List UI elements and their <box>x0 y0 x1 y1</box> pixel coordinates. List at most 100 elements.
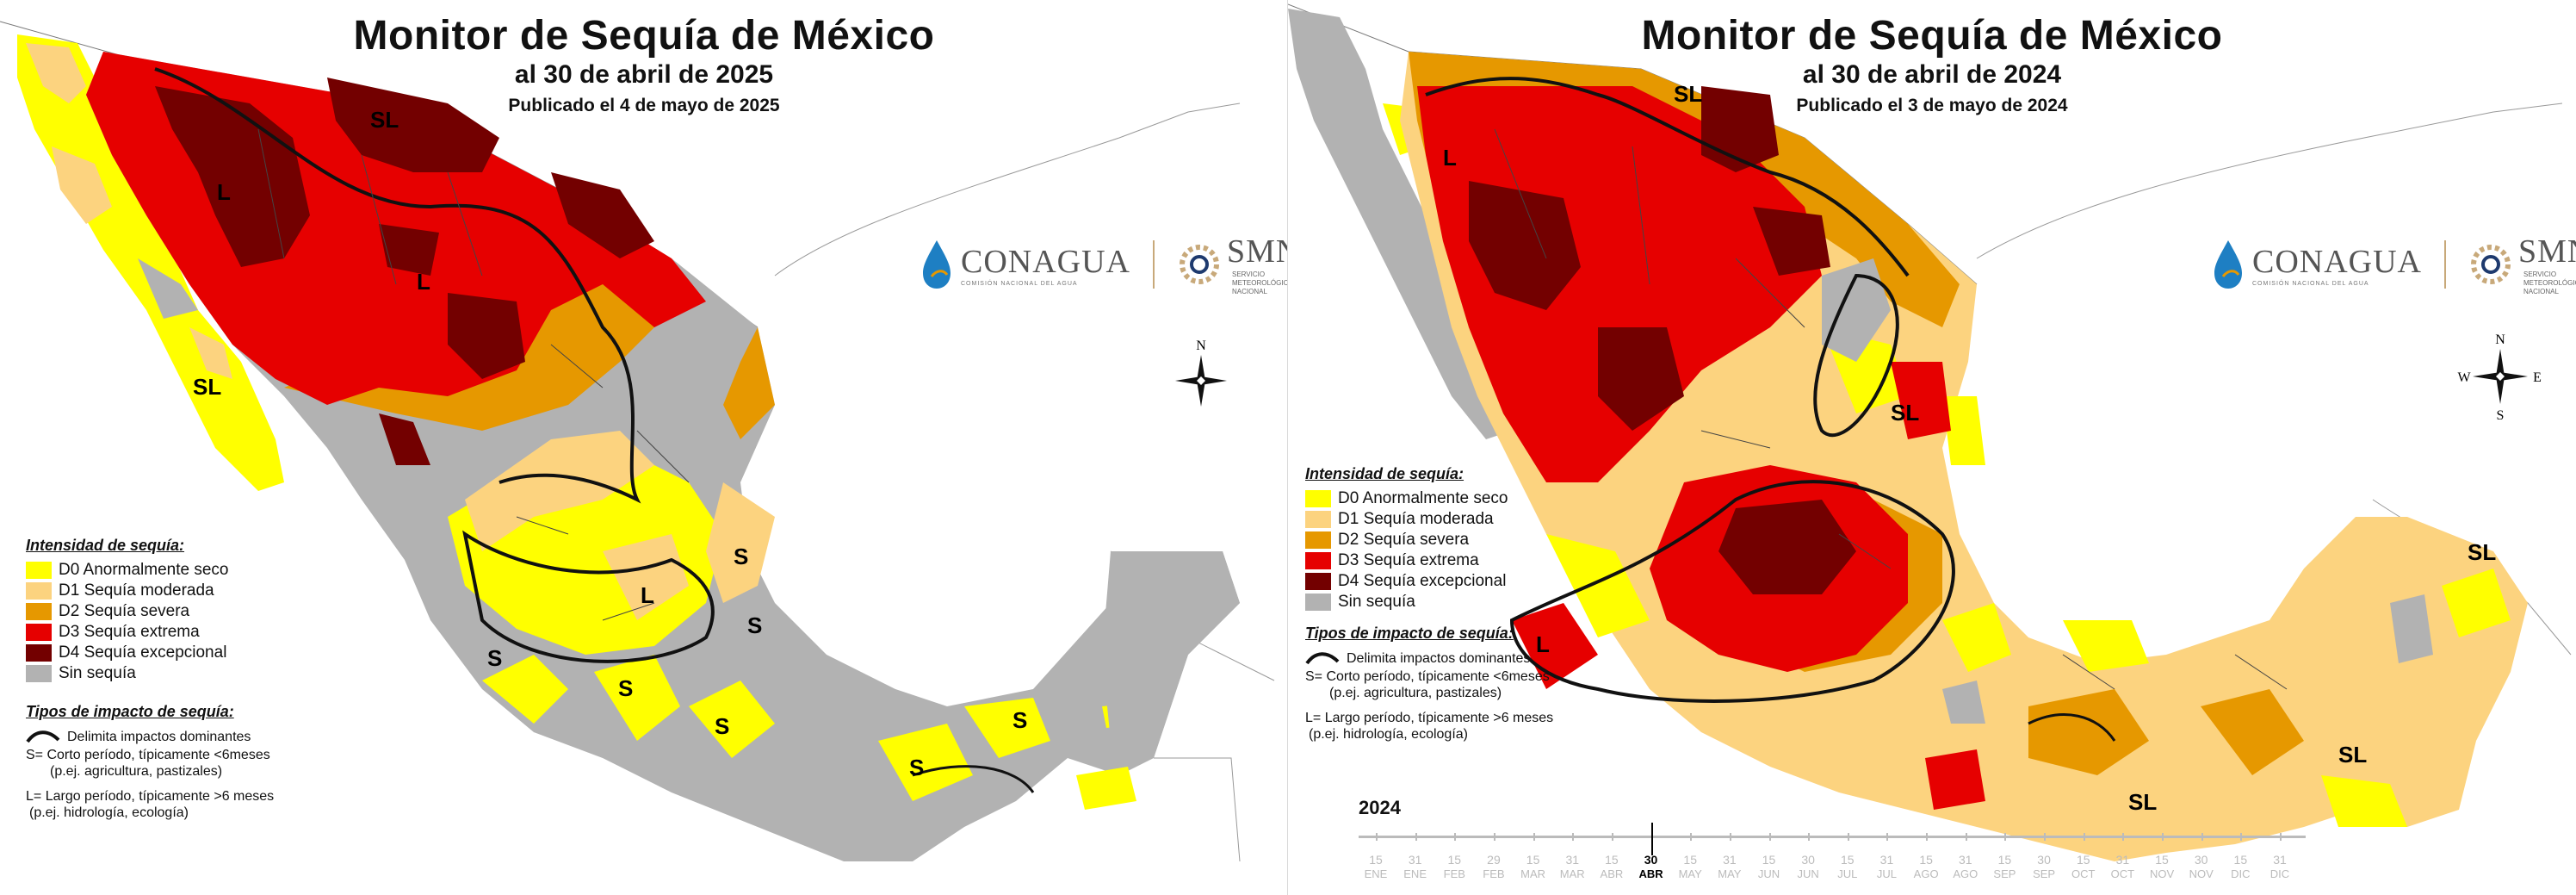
region-north-d4 <box>1469 181 1581 310</box>
timeline-month[interactable]: FEB <box>1443 867 1465 880</box>
smn-gear-icon <box>1180 245 1219 284</box>
smn-text: SMN <box>1227 233 1288 270</box>
region-north-d4 <box>379 413 430 465</box>
timeline-day[interactable]: 15 <box>2076 853 2090 867</box>
region-d0 <box>1546 534 1650 637</box>
timeline-month[interactable]: JUL <box>1837 867 1858 880</box>
timeline-month[interactable]: JUN <box>1797 867 1819 880</box>
timeline-month[interactable]: ABR <box>1638 867 1663 880</box>
timeline-day[interactable]: 15 <box>1447 853 1462 867</box>
timeline-month[interactable]: ENE <box>1403 867 1427 880</box>
conagua-subtext: COMISIÓN NACIONAL DEL AGUA <box>961 280 1078 287</box>
map-2025: SL L L SL L S S S S S S S <box>0 21 1275 862</box>
timeline-month[interactable]: JUN <box>1757 867 1780 880</box>
timeline-tick <box>1415 833 1417 841</box>
legend-label: D1 Sequía moderada <box>59 581 214 600</box>
region-south-d2 <box>2028 689 2149 775</box>
region-east-d3 <box>1891 362 1951 439</box>
timeline-day[interactable]: 15 <box>1841 853 1855 867</box>
timeline-day[interactable]: 15 <box>1997 853 2012 867</box>
timeline-day[interactable]: 29 <box>1487 853 1501 867</box>
timeline-month[interactable]: DIC <box>2269 867 2290 880</box>
timeline-month[interactable]: MAR <box>1520 867 1546 880</box>
timeline-day[interactable]: 15 <box>1683 853 1697 867</box>
region-south-d0 <box>964 698 1050 758</box>
timeline-month[interactable]: MAY <box>1678 867 1702 880</box>
region-d0 <box>2063 620 2149 672</box>
legend-label: D3 Sequía extrema <box>59 623 200 641</box>
timeline-month[interactable]: ENE <box>1364 867 1388 880</box>
timeline-month[interactable]: AGO <box>1913 867 1939 880</box>
legend-label: D1 Sequía moderada <box>1338 510 1494 528</box>
timeline-month[interactable]: AGO <box>1953 867 1978 880</box>
logos: CONAGUA COMISIÓN NACIONAL DEL AGUA SMN S… <box>920 233 1288 296</box>
timeline-month[interactable]: MAY <box>1718 867 1742 880</box>
timeline-tick <box>1611 833 1613 841</box>
timeline-day[interactable]: 15 <box>2233 853 2248 867</box>
region-d0 <box>1942 396 1985 465</box>
timeline-day[interactable]: 30 <box>2037 853 2051 867</box>
timeline-day[interactable]: 15 <box>1919 853 1933 867</box>
boundary-line-icon <box>1305 652 1340 665</box>
region-north-d4 <box>1753 207 1830 276</box>
timeline-day[interactable]: 31 <box>1879 853 1894 867</box>
timeline-tick <box>2240 833 2243 841</box>
timeline-day[interactable]: 15 <box>1369 853 1383 867</box>
timeline-tick <box>1533 833 1535 841</box>
timeline-tick <box>2083 833 2085 841</box>
timeline-day[interactable]: 31 <box>2115 853 2130 867</box>
region-south-d0 <box>1076 767 1136 810</box>
legend-item-d2: D2 Sequía severa <box>26 601 274 622</box>
region-north-d4 <box>379 224 439 276</box>
water-drop-icon <box>2214 240 2242 289</box>
map-label: SL <box>2338 742 2367 768</box>
smn-subtext-3: NACIONAL <box>2523 288 2559 295</box>
timeline-tick <box>1768 833 1771 841</box>
timeline-month[interactable]: NOV <box>2189 867 2214 880</box>
region-central-d4 <box>1718 500 1856 594</box>
map-2024: SL L SL L SL SL SL <box>1288 3 2572 861</box>
timeline-day[interactable]: 30 <box>2194 853 2208 867</box>
region-none <box>1942 681 1985 724</box>
smn-logo: SMN SERVICIO METEOROLÓGICO NACIONAL <box>2468 233 2576 296</box>
timeline-month[interactable]: ABR <box>1600 867 1624 880</box>
region-baja-d1 <box>52 146 112 224</box>
logo-separator <box>1153 240 1155 289</box>
region-baja-none <box>138 258 198 319</box>
timeline-day[interactable]: 31 <box>2273 853 2287 867</box>
map-date: al 30 de abril de 2024 <box>1802 60 2062 89</box>
legend-label: D0 Anormalmente seco <box>1338 489 1508 507</box>
timeline-day[interactable]: 15 <box>1605 853 1619 867</box>
s-note-1: S= Corto período, típicamente <6meses <box>26 748 270 762</box>
timeline-month[interactable]: SEP <box>2033 867 2056 880</box>
timeline-day[interactable]: 31 <box>1723 853 1737 867</box>
timeline-day[interactable]: 15 <box>1526 853 1540 867</box>
region-south-d0 <box>689 681 775 758</box>
water-drop-icon <box>923 240 951 289</box>
compass-rose: N S E W <box>2457 332 2543 431</box>
map-label: S <box>618 675 633 701</box>
timeline-month[interactable]: MAR <box>1559 867 1585 880</box>
conagua-logo: CONAGUA COMISIÓN NACIONAL DEL AGUA <box>920 239 1130 290</box>
timeline-day[interactable]: 15 <box>2155 853 2169 867</box>
region-yucatan-none <box>1102 551 1240 758</box>
impact-boundary <box>912 765 1035 793</box>
timeline-day[interactable]: 15 <box>1762 853 1776 867</box>
timeline-day[interactable]: 31 <box>1958 853 1972 867</box>
timeline-tick <box>2004 833 2007 841</box>
timeline-day[interactable]: 30 <box>1644 853 1658 867</box>
timeline-month[interactable]: JUL <box>1876 867 1898 880</box>
timeline-day[interactable]: 31 <box>1565 853 1580 867</box>
smn-subtext-3: NACIONAL <box>1232 288 1267 295</box>
compass-e: E <box>2533 370 2542 385</box>
timeline-month[interactable]: SEP <box>1993 867 2016 880</box>
timeline-month[interactable]: DIC <box>2231 867 2251 880</box>
timeline-tick <box>1572 833 1575 841</box>
timeline-month[interactable]: OCT <box>2110 867 2135 880</box>
timeline-month[interactable]: OCT <box>2071 867 2096 880</box>
timeline-day[interactable]: 30 <box>1801 853 1815 867</box>
region-none <box>2390 594 2433 663</box>
timeline-month[interactable]: FEB <box>1483 867 1505 880</box>
timeline-day[interactable]: 31 <box>1408 853 1422 867</box>
timeline-month[interactable]: NOV <box>2149 867 2175 880</box>
